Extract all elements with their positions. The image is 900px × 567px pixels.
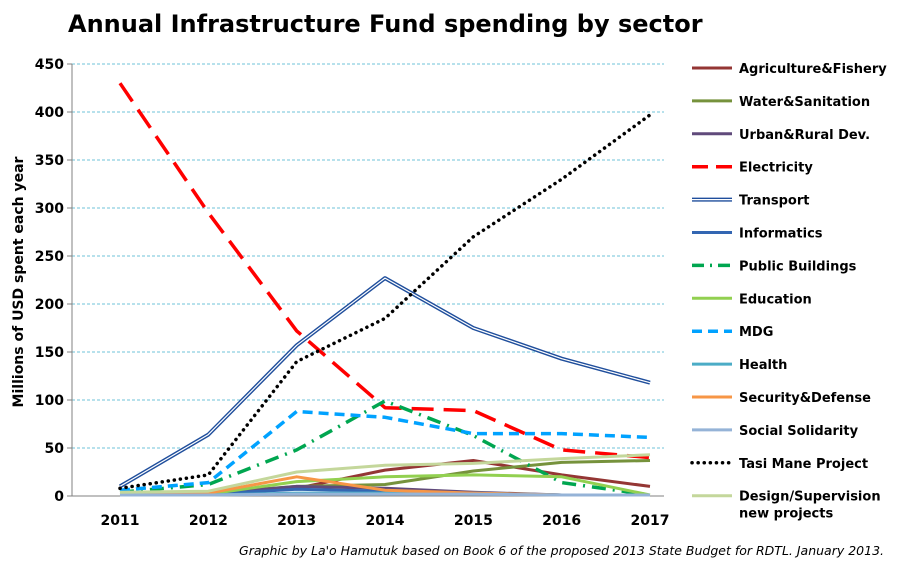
chart-credit: Graphic by La'o Hamutuk based on Book 6 … <box>239 543 884 558</box>
legend: Agriculture&Fishery Water&Sanitation Urban… <box>690 62 887 522</box>
legend-label: Electricity <box>739 161 813 176</box>
x-tick-label: 2016 <box>542 513 581 529</box>
series-line-mdg <box>119 409 651 492</box>
legend-label: new projects <box>739 507 833 522</box>
legend-label: Water&Sanitation <box>739 95 870 110</box>
y-tick-label: 100 <box>35 393 64 409</box>
legend-item-electricity: Electricity <box>692 161 813 176</box>
legend-label: Design/Supervision <box>739 490 881 505</box>
axes <box>67 63 664 497</box>
x-tick-label: 2012 <box>189 513 228 529</box>
y-tick-label: 400 <box>35 105 64 121</box>
y-tick-label: 50 <box>45 441 65 457</box>
legend-label: Public Buildings <box>739 259 857 274</box>
y-tick-label: 350 <box>35 153 64 169</box>
series-line-design-supervision-new-projects <box>119 453 651 494</box>
legend-item-health: Health <box>692 358 787 373</box>
y-tick-label: 250 <box>35 249 64 265</box>
gridlines <box>72 63 664 449</box>
legend-label: Health <box>739 358 787 373</box>
legend-label: Transport <box>739 194 809 209</box>
series-line-social-solidarity <box>120 492 650 497</box>
x-tick-label: 2015 <box>454 513 493 529</box>
y-tick-label: 0 <box>54 489 64 505</box>
series-line-electricity <box>118 82 651 460</box>
series-line-tasi-mane-project <box>118 113 652 491</box>
legend-item-agriculture-fishery: Agriculture&Fishery <box>692 62 887 77</box>
legend-item-tasi-mane-project: Tasi Mane Project <box>690 457 868 472</box>
x-axis-ticks: 2011 2012 2013 2014 2015 2016 2017 <box>101 513 670 529</box>
legend-item-security-defense: Security&Defense <box>692 391 871 406</box>
series-line-inner-transport <box>119 277 651 487</box>
legend-item-transport: Transport <box>692 194 809 209</box>
x-tick-label: 2017 <box>631 513 670 529</box>
legend-item-public-buildings: Public Buildings <box>692 259 857 274</box>
chart-title: Annual Infrastructure Fund spending by s… <box>68 10 703 38</box>
legend-item-social-solidarity: Social Solidarity <box>692 424 859 439</box>
x-tick-label: 2013 <box>277 513 316 529</box>
legend-item-design-supervision-new-projects: Design/Supervision new projects <box>692 490 881 522</box>
legend-label: Tasi Mane Project <box>739 457 868 472</box>
y-tick-label: 300 <box>35 201 64 217</box>
series-lines <box>118 82 652 497</box>
legend-label: Agriculture&Fishery <box>739 62 887 77</box>
y-tick-label: 450 <box>35 57 64 73</box>
y-axis-ticks: 0 50 100 150 200 250 300 350 400 450 <box>35 57 64 505</box>
legend-label: Social Solidarity <box>739 424 859 439</box>
legend-label: Informatics <box>739 227 823 242</box>
legend-item-informatics: Informatics <box>692 227 823 242</box>
series-line-transport <box>118 276 651 489</box>
legend-item-education: Education <box>692 292 812 307</box>
legend-item-mdg: MDG <box>692 325 773 340</box>
legend-label: Urban&Rural Dev. <box>739 128 870 143</box>
y-tick-label: 150 <box>35 345 64 361</box>
y-tick-label: 200 <box>35 297 64 313</box>
legend-label: Security&Defense <box>739 391 871 406</box>
legend-item-water-sanitation: Water&Sanitation <box>692 95 870 110</box>
y-axis-label: Millions of USD spent each year <box>11 156 27 407</box>
x-tick-label: 2011 <box>101 513 140 529</box>
legend-label: MDG <box>739 325 773 340</box>
legend-item-urban-rural-dev: Urban&Rural Dev. <box>692 128 870 143</box>
x-tick-label: 2014 <box>366 513 405 529</box>
legend-label: Education <box>739 292 812 307</box>
